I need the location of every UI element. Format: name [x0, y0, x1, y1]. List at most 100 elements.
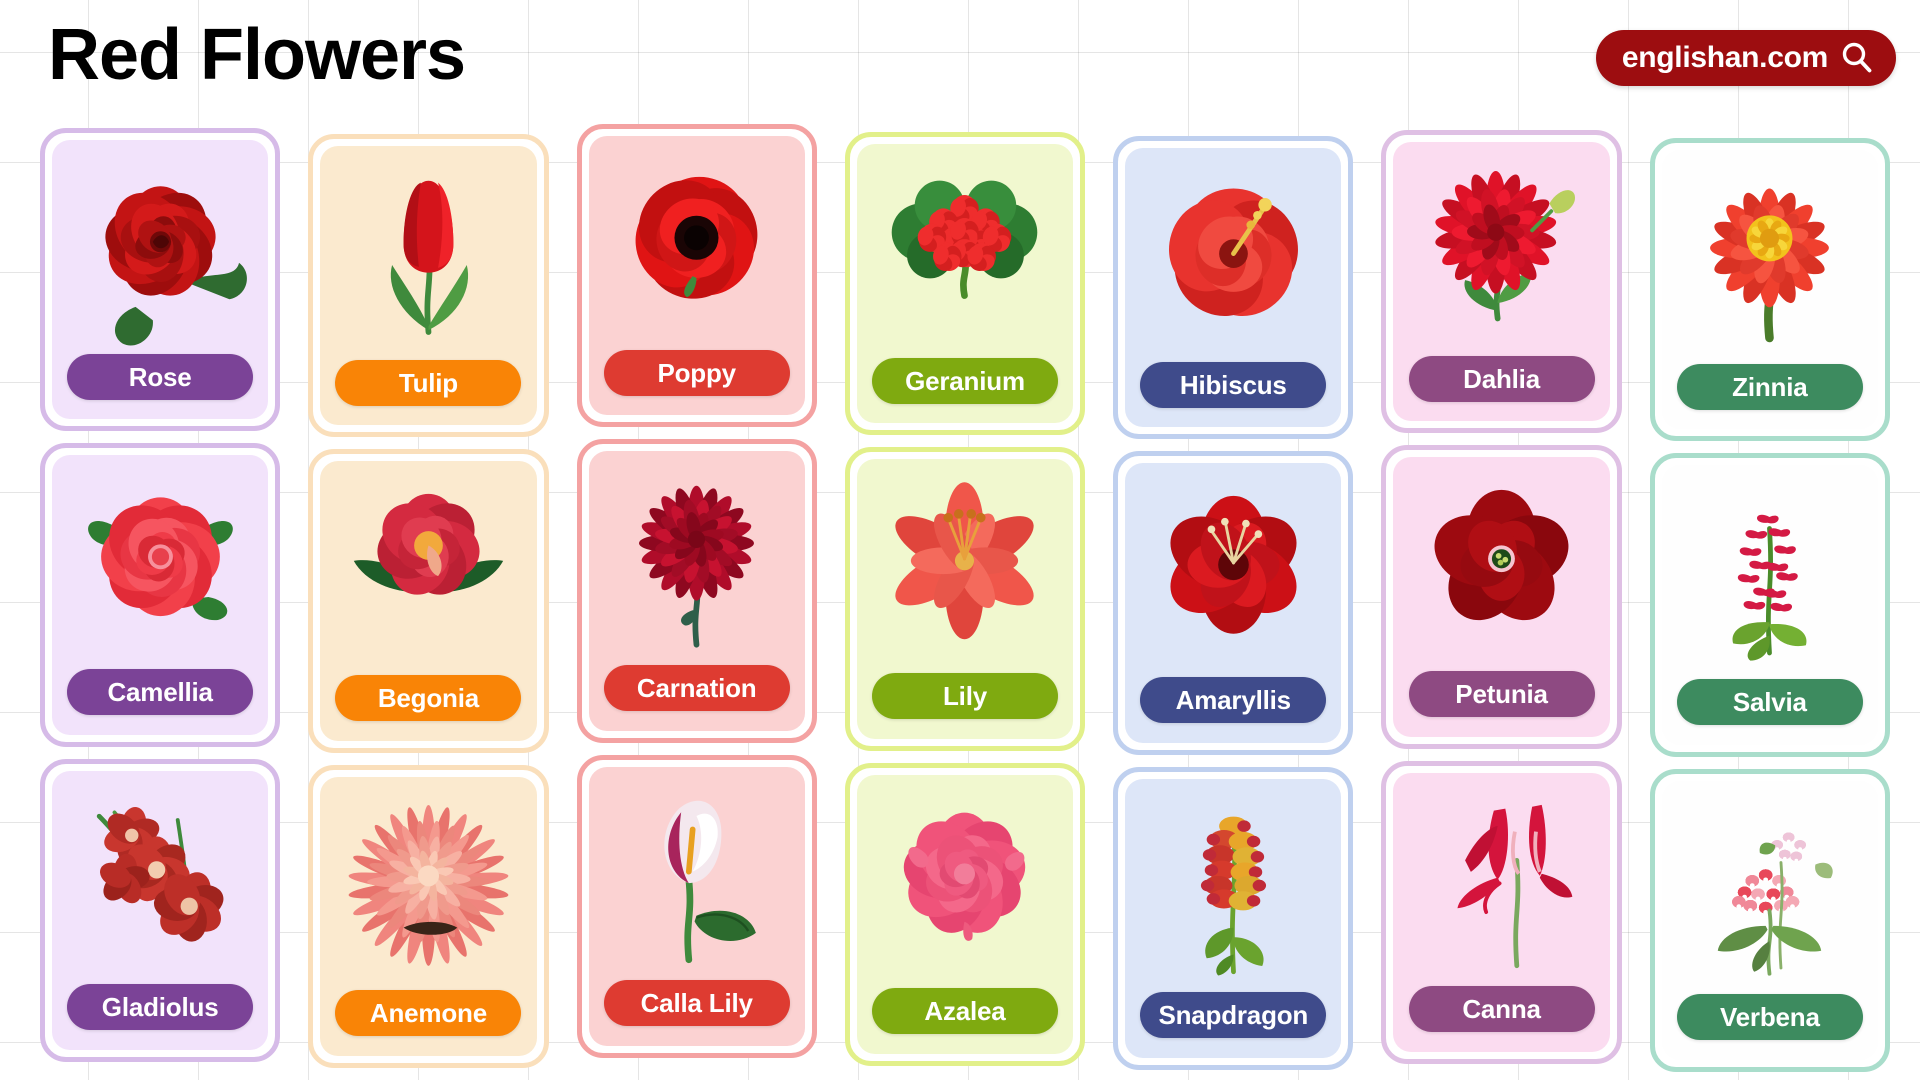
flower-card[interactable]: Snapdragon — [1113, 766, 1354, 1070]
flower-name-label: Petunia — [1455, 679, 1548, 710]
flower-card[interactable]: Camellia — [40, 443, 281, 747]
flower-card[interactable]: Petunia — [1381, 445, 1622, 749]
flower-name-pill[interactable]: Canna — [1408, 986, 1595, 1033]
flower-name-pill[interactable]: Verbena — [1676, 994, 1863, 1041]
flower-name-pill[interactable]: Salvia — [1676, 679, 1863, 726]
flower-name-pill[interactable]: Hibiscus — [1140, 361, 1327, 408]
flower-card[interactable]: Hibiscus — [1113, 136, 1354, 440]
flower-card-body: Calla Lily — [588, 766, 805, 1046]
flower-name-pill[interactable]: Carnation — [603, 665, 790, 712]
flower-card-body: Hibiscus — [1125, 148, 1342, 428]
flower-card-body: Begonia — [320, 461, 537, 741]
flower-card[interactable]: Verbena — [1649, 768, 1890, 1072]
hibiscus-icon — [1168, 188, 1298, 316]
gladiolus-icon — [96, 807, 224, 942]
flower-name-label: Canna — [1462, 994, 1541, 1025]
flower-card[interactable]: Poppy — [576, 124, 817, 428]
brand-badge[interactable]: englishan.com — [1595, 30, 1896, 86]
flower-name-label: Calla Lily — [640, 988, 753, 1019]
amaryllis-icon — [1170, 495, 1297, 634]
flower-name-label: Anemone — [369, 998, 487, 1029]
flower-name-pill[interactable]: Dahlia — [1408, 355, 1595, 402]
canna-icon — [1457, 805, 1573, 969]
flower-name-label: Poppy — [657, 357, 736, 388]
carnation-icon — [639, 485, 755, 648]
verbena-icon — [1718, 832, 1834, 976]
flower-name-label: Hibiscus — [1179, 369, 1287, 400]
flower-name-label: Geranium — [905, 365, 1025, 396]
flower-card[interactable]: Zinnia — [1649, 138, 1890, 442]
brand-label: englishan.com — [1621, 41, 1828, 74]
flower-name-pill[interactable]: Zinnia — [1676, 363, 1863, 410]
zinnia-icon — [1710, 188, 1830, 342]
flower-card[interactable]: Lily — [844, 447, 1086, 751]
flower-card-body: Gladiolus — [52, 770, 269, 1050]
salvia-icon — [1732, 514, 1807, 661]
flower-card[interactable]: Begonia — [308, 449, 549, 753]
flower-name-pill[interactable]: Petunia — [1408, 671, 1595, 718]
flower-name-label: Tulip — [398, 367, 458, 398]
flower-name-pill[interactable]: Begonia — [335, 675, 522, 722]
azalea-icon — [904, 812, 1026, 942]
flower-name-label: Verbena — [1719, 1002, 1820, 1033]
flower-card[interactable]: Rose — [40, 128, 281, 432]
flower-card[interactable]: Carnation — [576, 439, 817, 743]
flower-card-body: Snapdragon — [1125, 778, 1342, 1058]
calla-lily-icon — [664, 800, 757, 964]
flower-card-body: Azalea — [856, 774, 1074, 1054]
flower-card-body: Zinnia — [1661, 150, 1878, 430]
flower-card[interactable]: Calla Lily — [576, 754, 817, 1058]
flower-card-body: Canna — [1393, 772, 1610, 1052]
flower-name-label: Zinnia — [1732, 371, 1808, 402]
flower-name-pill[interactable]: Amaryllis — [1140, 677, 1327, 724]
flower-card[interactable]: Geranium — [844, 132, 1086, 436]
flower-name-pill[interactable]: Calla Lily — [603, 980, 790, 1027]
flower-card-body: Verbena — [1661, 780, 1878, 1060]
flower-card[interactable]: Tulip — [308, 134, 549, 438]
flower-name-pill[interactable]: Poppy — [603, 349, 790, 396]
flower-name-label: Amaryllis — [1175, 685, 1291, 716]
flower-card-body: Dahlia — [1393, 142, 1610, 422]
anemone-icon — [348, 805, 509, 967]
flower-name-pill[interactable]: Tulip — [335, 359, 522, 406]
flower-card[interactable]: Canna — [1381, 760, 1622, 1064]
flower-card[interactable]: Anemone — [308, 764, 549, 1068]
snapdragon-icon — [1200, 816, 1266, 976]
petunia-icon — [1434, 489, 1569, 621]
flower-card-body: Amaryllis — [1125, 463, 1342, 743]
flower-name-pill[interactable]: Gladiolus — [67, 984, 254, 1031]
flower-name-label: Begonia — [377, 683, 479, 714]
rose-icon — [105, 185, 247, 346]
lily-icon — [895, 482, 1035, 640]
flower-name-pill[interactable]: Lily — [871, 673, 1058, 720]
flower-card-body: Geranium — [856, 144, 1074, 424]
flower-card-grid: Rose Tulip Poppy Geraniu — [30, 124, 1900, 1072]
flower-card-body: Salvia — [1661, 465, 1878, 745]
flower-name-label: Dahlia — [1463, 363, 1540, 394]
flower-card[interactable]: Amaryllis — [1113, 451, 1354, 755]
flower-card-body: Tulip — [320, 146, 537, 426]
flower-card[interactable]: Azalea — [844, 762, 1086, 1066]
flower-card[interactable]: Salvia — [1649, 453, 1890, 757]
tulip-icon — [390, 180, 469, 335]
flower-name-pill[interactable]: Azalea — [871, 988, 1058, 1035]
flower-name-pill[interactable]: Rose — [67, 353, 254, 400]
page-header: Red Flowers englishan.com — [0, 0, 1920, 120]
flower-name-label: Camellia — [107, 677, 213, 708]
begonia-icon — [353, 493, 504, 595]
flower-card-body: Poppy — [588, 136, 805, 416]
flower-name-label: Gladiolus — [101, 992, 219, 1023]
flower-card[interactable]: Dahlia — [1381, 130, 1622, 434]
flower-card[interactable]: Gladiolus — [40, 758, 281, 1062]
flower-card-body: Rose — [52, 140, 269, 420]
page-title: Red Flowers — [48, 15, 466, 95]
flower-card-body: Camellia — [52, 455, 269, 735]
flower-name-pill[interactable]: Geranium — [871, 357, 1058, 404]
flower-card-body: Anemone — [320, 776, 537, 1056]
flower-name-pill[interactable]: Anemone — [335, 990, 522, 1037]
flower-card-body: Carnation — [588, 451, 805, 731]
flower-name-pill[interactable]: Camellia — [67, 669, 254, 716]
flower-name-label: Salvia — [1732, 687, 1807, 718]
magnifier-icon — [1842, 42, 1872, 73]
flower-name-pill[interactable]: Snapdragon — [1140, 992, 1327, 1039]
